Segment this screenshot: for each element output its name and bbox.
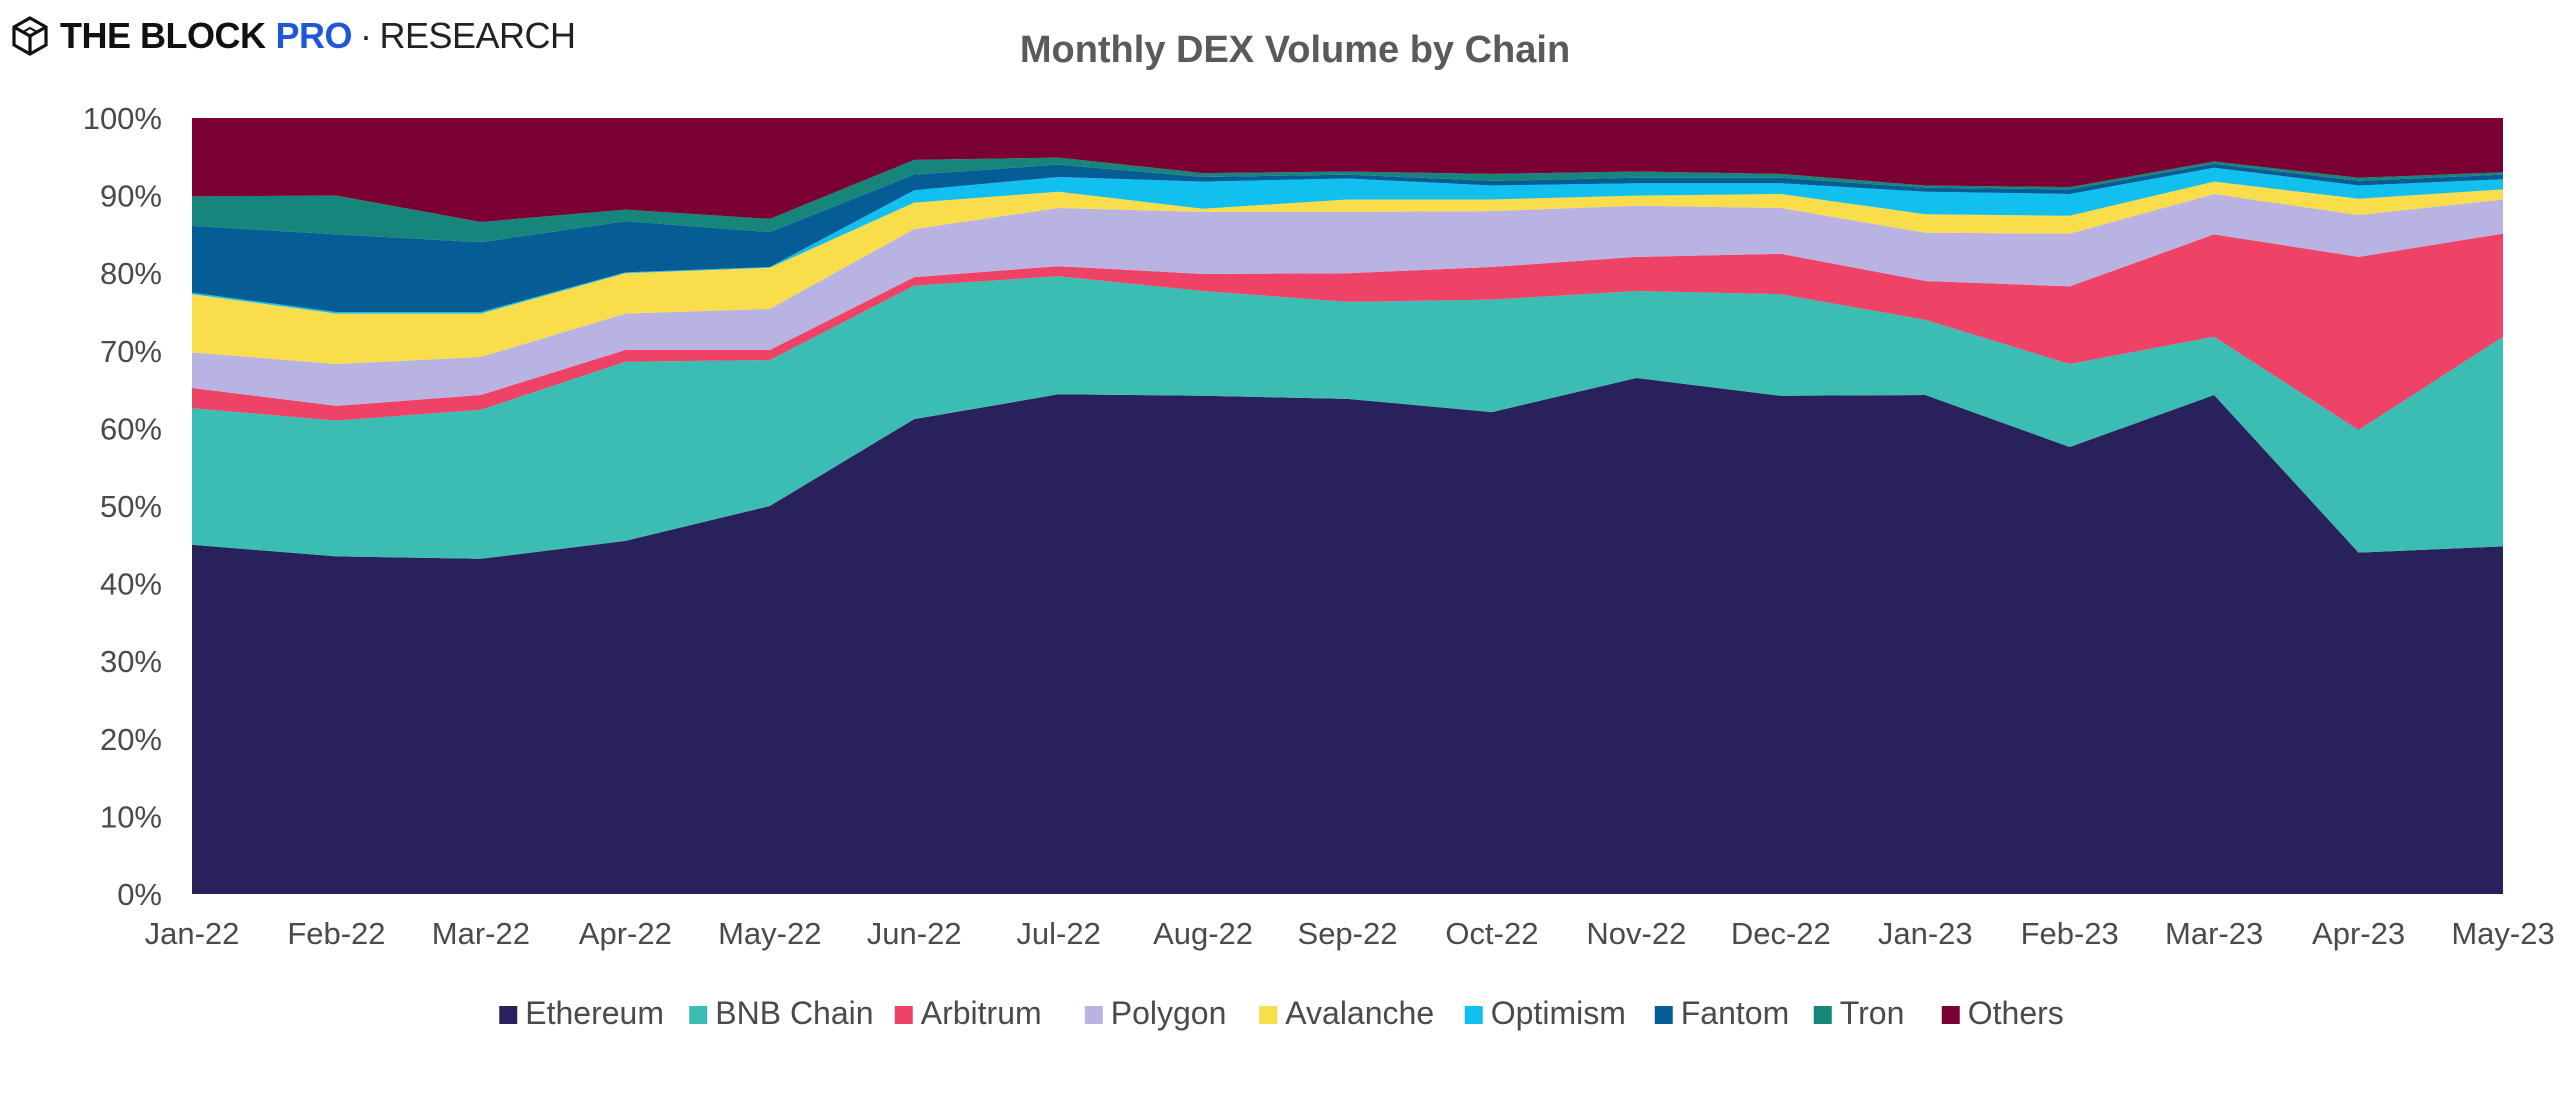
area-tron	[192, 157, 2503, 243]
legend-swatch	[689, 1006, 708, 1024]
legend-item-tron: Tron	[1813, 995, 1905, 1031]
y-axis: 0% 10% 20% 30% 40% 50% 60% 70% 80% 90% 100%	[83, 101, 162, 912]
legend-label: Arbitrum	[921, 995, 1042, 1031]
y-tick-label: 10%	[100, 799, 162, 834]
legend-swatch	[499, 1006, 518, 1024]
x-tick-label: Aug-22	[1153, 916, 1253, 951]
legend-label: Avalanche	[1285, 995, 1434, 1031]
y-tick-label: 0%	[117, 877, 162, 912]
area-fantom	[192, 163, 2503, 312]
legend-item-avalanche: Avalanche	[1259, 995, 1434, 1031]
legend-swatch	[1941, 1006, 1960, 1024]
x-tick-label: Mar-22	[432, 916, 530, 951]
x-axis: Jan-22 Feb-22 Mar-22 Apr-22 May-22 Jun-22 Jul-…	[145, 916, 2555, 951]
legend-label: Optimism	[1491, 995, 1626, 1031]
y-tick-label: 20%	[100, 722, 162, 757]
y-tick-label: 30%	[100, 644, 162, 679]
legend-label: Polygon	[1111, 995, 1227, 1031]
x-tick-label: Mar-23	[2165, 916, 2263, 951]
legend-swatch	[1084, 1006, 1103, 1024]
legend-swatch	[1464, 1006, 1483, 1024]
legend-swatch	[1259, 1006, 1278, 1024]
area-bnb-chain	[192, 276, 2503, 559]
legend-item-fantom: Fantom	[1654, 995, 1789, 1031]
legend-label: Fantom	[1681, 995, 1789, 1031]
legend-label: Others	[1968, 995, 2064, 1031]
brand-pro-label: PRO	[275, 15, 353, 56]
y-tick-label: 50%	[100, 489, 162, 524]
area-arbitrum	[192, 233, 2503, 430]
x-tick-label: Dec-22	[1731, 916, 1831, 951]
y-tick-label: 100%	[83, 101, 162, 136]
x-tick-label: Nov-22	[1586, 916, 1686, 951]
x-tick-label: May-22	[718, 916, 821, 951]
legend-item-others: Others	[1941, 995, 2064, 1031]
legend-item-ethereum: Ethereum	[499, 995, 664, 1031]
area-ethereum	[192, 378, 2503, 894]
legend-item-polygon: Polygon	[1084, 995, 1227, 1031]
block-cube-icon	[12, 16, 48, 56]
area-avalanche	[192, 181, 2503, 364]
area-others	[192, 118, 2503, 222]
x-tick-label: Sep-22	[1298, 916, 1398, 951]
brand-name: THE BLOCK	[60, 15, 266, 56]
x-tick-label: Jan-22	[145, 916, 240, 951]
legend-swatch	[1654, 1006, 1673, 1024]
x-tick-label: Apr-23	[2312, 916, 2405, 951]
brand-logo: THE BLOCK PRO · RESEARCH	[10, 14, 576, 58]
x-tick-label: Feb-23	[2021, 916, 2119, 951]
legend-label: BNB Chain	[715, 995, 873, 1031]
legend-item-arbitrum: Arbitrum	[894, 995, 1042, 1031]
legend-label: Ethereum	[525, 995, 664, 1031]
legend-swatch	[894, 1006, 913, 1024]
y-tick-label: 90%	[100, 179, 162, 214]
area-polygon	[192, 194, 2503, 406]
legend-label: Tron	[1840, 995, 1905, 1031]
y-tick-label: 60%	[100, 411, 162, 446]
x-tick-label: Feb-22	[287, 916, 385, 951]
x-tick-label: Oct-22	[1445, 916, 1538, 951]
x-tick-label: Jun-22	[867, 916, 962, 951]
legend: Ethereum BNB Chain Arbitrum Polygon Avalanch…	[499, 995, 2064, 1031]
legend-item-bnb-chain: BNB Chain	[689, 995, 874, 1031]
chart-title: Monthly DEX Volume by Chain	[1020, 29, 1570, 71]
x-tick-label: Apr-22	[579, 916, 672, 951]
legend-swatch	[1813, 1006, 1832, 1024]
legend-item-optimism: Optimism	[1464, 995, 1626, 1031]
brand-research-label: RESEARCH	[379, 15, 577, 56]
x-tick-label: Jan-23	[1878, 916, 1973, 951]
stacked-areas	[192, 118, 2503, 894]
y-tick-label: 40%	[100, 567, 162, 602]
x-tick-label: May-23	[2451, 916, 2554, 951]
area-optimism	[192, 167, 2503, 314]
y-tick-label: 70%	[100, 334, 162, 369]
brand-separator: ·	[360, 15, 372, 56]
y-tick-label: 80%	[100, 256, 162, 291]
x-tick-label: Jul-22	[1016, 916, 1100, 951]
